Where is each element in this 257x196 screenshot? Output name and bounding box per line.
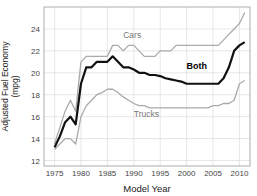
plot-frame [44,7,250,166]
y-tick-label: 12 [31,157,40,166]
x-grid-line [160,7,161,166]
x-tick-label: 1995 [151,169,169,178]
x-axis-label: Model Year [123,183,171,194]
y-tick-label: 22 [31,47,40,56]
annotation: Trucks [134,109,159,119]
x-grid-line [107,7,108,166]
x-grid-line [186,7,187,166]
series-line [55,80,245,149]
y-grid-line [44,94,250,95]
y-grid-line [44,138,250,139]
y-tick-label: 14 [31,135,40,144]
y-tick-label: 24 [31,25,40,34]
y-axis-label-line: Adjusted Fuel Economy [0,41,10,132]
y-grid-line [44,160,250,161]
lines [55,12,245,149]
annotation: Both [187,61,208,71]
annotation: Cars [123,30,141,40]
y-grid-line [44,50,250,51]
series-line [55,42,245,147]
y-grid-line [44,28,250,29]
y-axis-label-line: (mpg) [10,75,20,97]
x-tick-label: 2000 [178,169,196,178]
y-tick-label: 18 [31,91,40,100]
x-tick-label: 1975 [46,169,64,178]
grid [44,7,250,166]
x-tick-label: 1980 [72,169,90,178]
y-tick-label: 16 [31,113,40,122]
y-tick-label: 20 [31,69,40,78]
x-tick-label: 2005 [204,169,222,178]
x-tick-label: 1985 [98,169,116,178]
chart: 12 14 16 18 20 22 24 1975 1980 1985 1990 1995 2000 20… [0,0,257,196]
x-tick-label: 1990 [125,169,143,178]
x-grid-line [213,7,214,166]
y-axis-label: Adjusted Fuel Economy(mpg) [0,41,20,132]
x-tick-label: 2010 [231,169,249,178]
